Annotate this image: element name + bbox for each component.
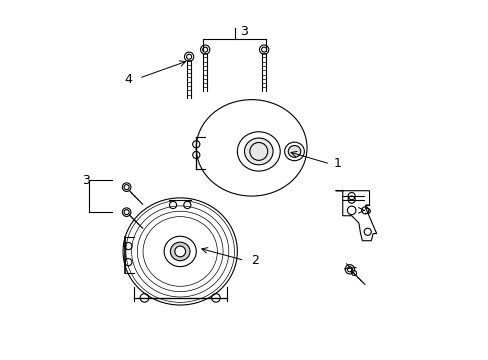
Ellipse shape bbox=[284, 142, 304, 161]
Ellipse shape bbox=[131, 206, 228, 297]
Ellipse shape bbox=[287, 145, 300, 157]
Circle shape bbox=[175, 246, 185, 257]
Ellipse shape bbox=[137, 211, 223, 292]
Ellipse shape bbox=[170, 242, 190, 261]
Text: 3: 3 bbox=[81, 174, 89, 186]
Ellipse shape bbox=[237, 132, 280, 171]
Text: 6: 6 bbox=[349, 266, 357, 279]
Ellipse shape bbox=[123, 198, 237, 305]
Text: 2: 2 bbox=[251, 254, 259, 267]
Text: 4: 4 bbox=[124, 73, 132, 86]
Text: 5: 5 bbox=[363, 204, 371, 217]
Ellipse shape bbox=[143, 217, 217, 286]
Text: 1: 1 bbox=[333, 157, 341, 170]
Ellipse shape bbox=[125, 201, 234, 302]
Ellipse shape bbox=[164, 236, 196, 267]
Text: 3: 3 bbox=[240, 25, 248, 38]
Ellipse shape bbox=[196, 100, 306, 196]
Polygon shape bbox=[335, 191, 376, 241]
Ellipse shape bbox=[244, 138, 272, 165]
